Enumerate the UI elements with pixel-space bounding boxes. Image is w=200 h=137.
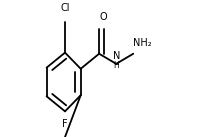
Text: N: N (112, 51, 119, 61)
Text: F: F (62, 119, 67, 129)
Text: Cl: Cl (60, 3, 69, 13)
Text: H: H (113, 61, 118, 70)
Text: NH₂: NH₂ (132, 38, 151, 48)
Text: O: O (99, 12, 106, 22)
